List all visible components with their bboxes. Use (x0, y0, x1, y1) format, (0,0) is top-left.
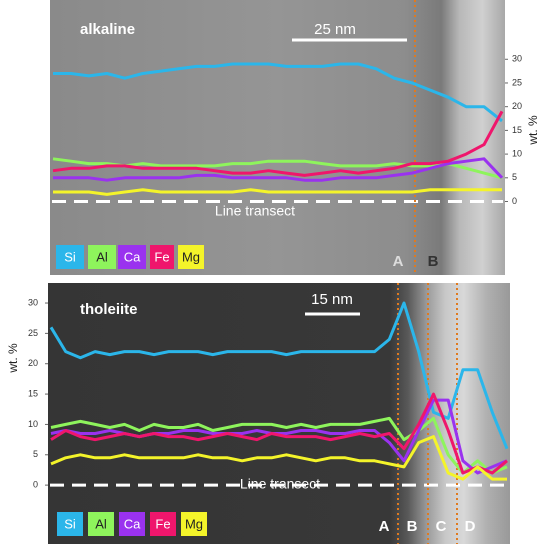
legend-label: Mg (182, 249, 200, 264)
scale-bar-label: 25 nm (314, 21, 356, 38)
y-tick-label: 15 (28, 388, 38, 398)
transect-label: Line transect (240, 476, 320, 492)
y-tick-label: 20 (512, 101, 522, 111)
y-tick-label: 0 (512, 196, 517, 206)
y-tick-label: 30 (28, 297, 38, 307)
micrograph (50, 0, 505, 275)
panel-title: tholeiite (80, 301, 138, 318)
y-tick-label: 20 (28, 358, 38, 368)
y-tick-label: 25 (28, 328, 38, 338)
y-tick-label: 0 (33, 479, 38, 489)
panel-title: alkaline (80, 21, 135, 38)
y-tick-label: 15 (512, 125, 522, 135)
y-axis-label: wt. % (6, 343, 20, 374)
y-tick-label: 5 (33, 449, 38, 459)
y-tick-label: 10 (28, 419, 38, 429)
y-tick-label: 10 (512, 148, 522, 158)
legend-label: Fe (154, 249, 169, 264)
region-label: B (407, 518, 418, 535)
transect-label: Line transect (215, 203, 295, 219)
scale-bar-label: 15 nm (311, 291, 353, 308)
legend-label: Al (96, 249, 108, 264)
legend-label: Si (64, 516, 76, 531)
legend-label: Fe (155, 516, 170, 531)
legend-label: Al (95, 516, 107, 531)
region-label: B (428, 253, 439, 270)
y-tick-label: 30 (512, 54, 522, 64)
y-tick-label: 25 (512, 77, 522, 87)
panel: 0 5 10 15 20 25 30 wt. % Line transect A B Si Al Ca Fe… (50, 0, 540, 275)
legend-label: Mg (185, 516, 203, 531)
region-label: A (379, 518, 390, 535)
legend-label: Ca (124, 249, 141, 264)
region-label: A (393, 253, 404, 270)
region-label: C (436, 518, 447, 535)
y-axis-label: wt. % (526, 115, 540, 146)
legend-label: Ca (124, 516, 141, 531)
figure: 051015202530wt. %Line transectABSiAlCaFe… (0, 0, 542, 544)
legend-label: Si (64, 249, 76, 264)
region-label: D (465, 518, 476, 535)
y-tick-label: 5 (512, 172, 517, 182)
